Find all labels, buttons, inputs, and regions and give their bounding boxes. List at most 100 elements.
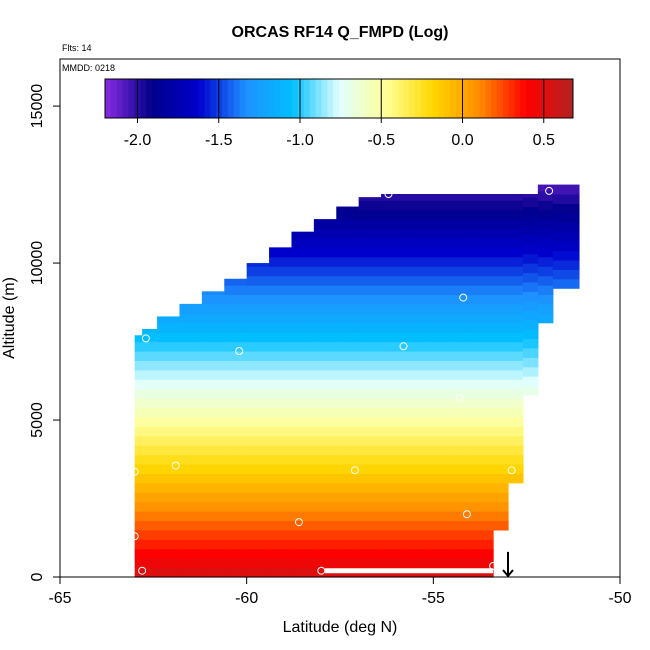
colorbar-tick-label: -2.0: [124, 132, 152, 149]
heatmap-cell: [336, 407, 360, 418]
heatmap-cell: [157, 492, 181, 503]
colorbar-swatch: [549, 79, 556, 118]
colorbar-swatch: [239, 79, 246, 118]
heatmap-cell: [403, 256, 427, 267]
heatmap-cell: [224, 463, 248, 474]
heatmap-cell: [134, 341, 143, 352]
heatmap-cell: [522, 376, 539, 387]
heatmap-cell: [179, 501, 203, 512]
heatmap-cell: [522, 253, 539, 264]
heatmap-cell: [157, 435, 181, 446]
heatmap-cell: [134, 416, 143, 427]
heatmap-cell: [201, 379, 225, 390]
heatmap-cell: [403, 303, 427, 314]
heatmap-cell: [403, 407, 427, 418]
heatmap-cell: [425, 435, 449, 446]
heatmap-cell: [425, 529, 449, 540]
heatmap-cell: [313, 266, 337, 277]
heatmap-cell: [269, 463, 293, 474]
heatmap-cell: [246, 303, 270, 314]
heatmap-cell: [522, 319, 539, 330]
heatmap-cell: [358, 237, 382, 248]
heatmap-cell: [246, 266, 270, 277]
heatmap-cell: [403, 558, 427, 569]
colorbar-swatch: [151, 79, 159, 118]
heatmap-cell: [291, 303, 315, 314]
heatmap-cell: [522, 300, 539, 311]
heatmap-cell: [552, 259, 580, 270]
colorbar-swatch: [473, 79, 480, 118]
heatmap-cell: [470, 388, 494, 399]
heatmap-cell: [522, 234, 539, 245]
heatmap-cell: [403, 379, 427, 390]
colorbar-swatch: [257, 79, 264, 118]
colorbar-swatch: [537, 79, 545, 118]
heatmap-cell: [157, 520, 181, 531]
heatmap-cell: [493, 492, 509, 503]
heatmap-cell: [313, 237, 337, 248]
colorbar-swatch: [561, 79, 568, 118]
track-point: [589, 180, 598, 189]
heatmap-cell: [425, 426, 449, 437]
heatmap-cell: [522, 263, 539, 274]
heatmap-cell: [224, 445, 248, 456]
heatmap-cell: [448, 426, 472, 437]
heatmap-cell: [179, 529, 203, 540]
heatmap-cell: [403, 332, 427, 343]
heatmap-cell: [179, 360, 203, 371]
heatmap-cell: [269, 313, 293, 324]
heatmap-cell: [179, 313, 203, 324]
heatmap-cell: [291, 398, 315, 409]
colorbar-swatch: [362, 79, 369, 118]
heatmap-cell: [201, 473, 225, 484]
heatmap-cell: [157, 445, 181, 456]
heatmap-cell: [246, 558, 270, 569]
heatmap-cell: [201, 454, 225, 465]
heatmap-cell: [470, 219, 494, 230]
heatmap-cell: [522, 347, 539, 358]
heatmap-cell: [403, 529, 427, 540]
heatmap-cell: [313, 285, 337, 296]
heatmap-cell: [381, 275, 405, 286]
heatmap-cell: [470, 501, 494, 512]
track-point: [235, 347, 244, 355]
heatmap-cell: [448, 520, 472, 531]
heatmap-cell: [142, 501, 158, 512]
heatmap-cell: [246, 350, 270, 361]
heatmap-cell: [425, 285, 449, 296]
heatmap-cell: [470, 285, 494, 296]
heatmap-cell: [403, 266, 427, 277]
x-axis: -65 -60 -55 -50: [48, 577, 632, 607]
colorbar-swatch: [508, 79, 515, 118]
heatmap-cell: [313, 398, 337, 409]
heatmap-cell: [269, 388, 293, 399]
heatmap-cell: [358, 369, 382, 380]
heatmap-cell: [381, 426, 405, 437]
heatmap-cell: [201, 313, 225, 324]
heatmap-cell: [336, 473, 360, 484]
heatmap-cell: [470, 558, 494, 569]
heatmap-cell: [142, 445, 158, 456]
colorbar-swatch: [327, 79, 334, 118]
heatmap-cell: [493, 341, 509, 352]
heatmap-cell: [381, 529, 405, 540]
heatmap-cell: [425, 548, 449, 559]
heatmap-cell: [224, 529, 248, 540]
heatmap-cell: [448, 454, 472, 465]
heatmap-cell: [313, 219, 337, 230]
heatmap-cell: [358, 379, 382, 390]
heatmap-cell: [269, 454, 293, 465]
heatmap-cell: [358, 200, 382, 211]
heatmap-cell: [157, 548, 181, 559]
heatmap-cell: [246, 454, 270, 465]
heatmap-cell: [224, 567, 248, 578]
heatmap-cell: [381, 332, 405, 343]
heatmap-cell: [291, 520, 315, 531]
heatmap-cell: [403, 454, 427, 465]
heatmap-cell: [179, 511, 203, 522]
heatmap-cell: [246, 548, 270, 559]
heatmap-cell: [179, 558, 203, 569]
heatmap-cell: [381, 200, 405, 211]
track-point: [130, 467, 139, 476]
heatmap-cell: [336, 520, 360, 531]
